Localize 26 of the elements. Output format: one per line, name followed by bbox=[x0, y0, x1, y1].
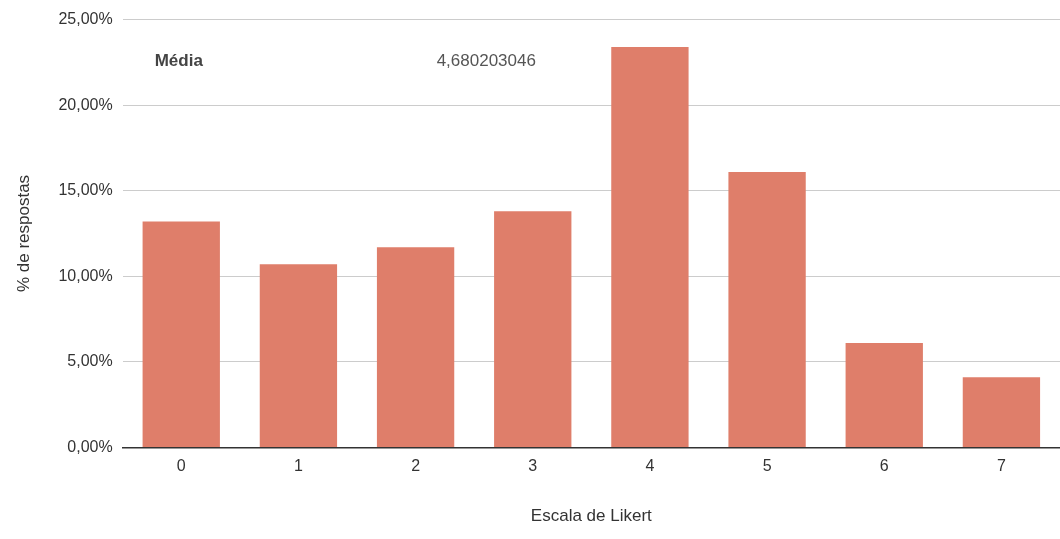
bar bbox=[142, 221, 220, 447]
x-tick-label: 0 bbox=[176, 457, 186, 475]
bar bbox=[728, 171, 806, 447]
y-tick-label: 20,00% bbox=[58, 95, 113, 113]
bar bbox=[611, 46, 689, 447]
x-tick-label: 2 bbox=[411, 457, 421, 475]
y-tick-label: 15,00% bbox=[58, 181, 113, 199]
x-tick-label: 3 bbox=[528, 457, 538, 475]
x-tick-label: 7 bbox=[996, 457, 1006, 475]
x-tick-label: 6 bbox=[879, 457, 889, 475]
y-axis-title: % de respostas bbox=[13, 174, 33, 293]
bar bbox=[962, 377, 1041, 447]
bar bbox=[376, 247, 455, 447]
bar bbox=[259, 264, 338, 447]
bar bbox=[845, 343, 923, 447]
y-tick-label: 5,00% bbox=[67, 352, 113, 370]
x-tick-label: 1 bbox=[293, 457, 303, 475]
x-tick-label: 5 bbox=[762, 457, 772, 475]
y-tick-label: 10,00% bbox=[58, 266, 113, 284]
y-tick-label: 25,00% bbox=[58, 10, 113, 28]
x-axis-title: Escala de Likert bbox=[530, 506, 653, 526]
y-tick-label: 0,00% bbox=[67, 437, 113, 455]
bar bbox=[494, 211, 572, 447]
annotation: 4,680203046 bbox=[436, 51, 536, 71]
annotation: Média bbox=[154, 51, 204, 71]
x-tick-label: 4 bbox=[645, 457, 655, 475]
